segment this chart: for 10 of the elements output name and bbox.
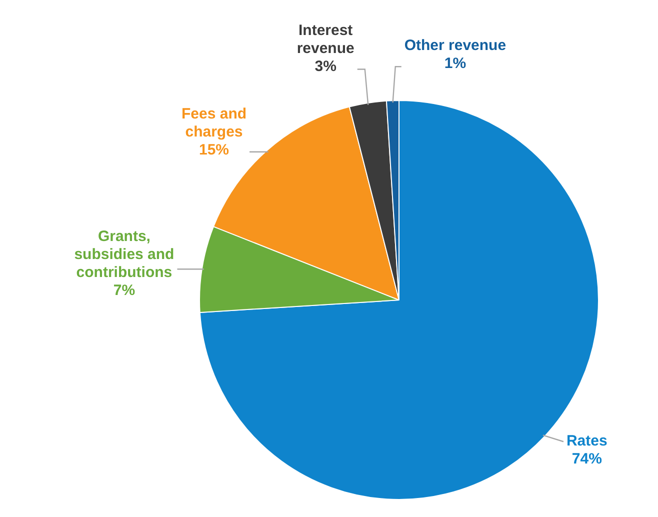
slice-label: Fees and charges [181, 105, 247, 140]
data-label: 7% [113, 282, 136, 299]
slice-label: Interest revenue [296, 22, 354, 57]
data-label: 74% [572, 450, 602, 468]
slice-label: Other revenue [404, 37, 506, 54]
slice-label: Rates [566, 432, 608, 450]
data-label: 15% [198, 141, 230, 158]
slice-label: Grants, subsidies and contributions [74, 228, 174, 281]
data-label: 3% [314, 58, 336, 75]
data-label: 1% [444, 55, 466, 72]
